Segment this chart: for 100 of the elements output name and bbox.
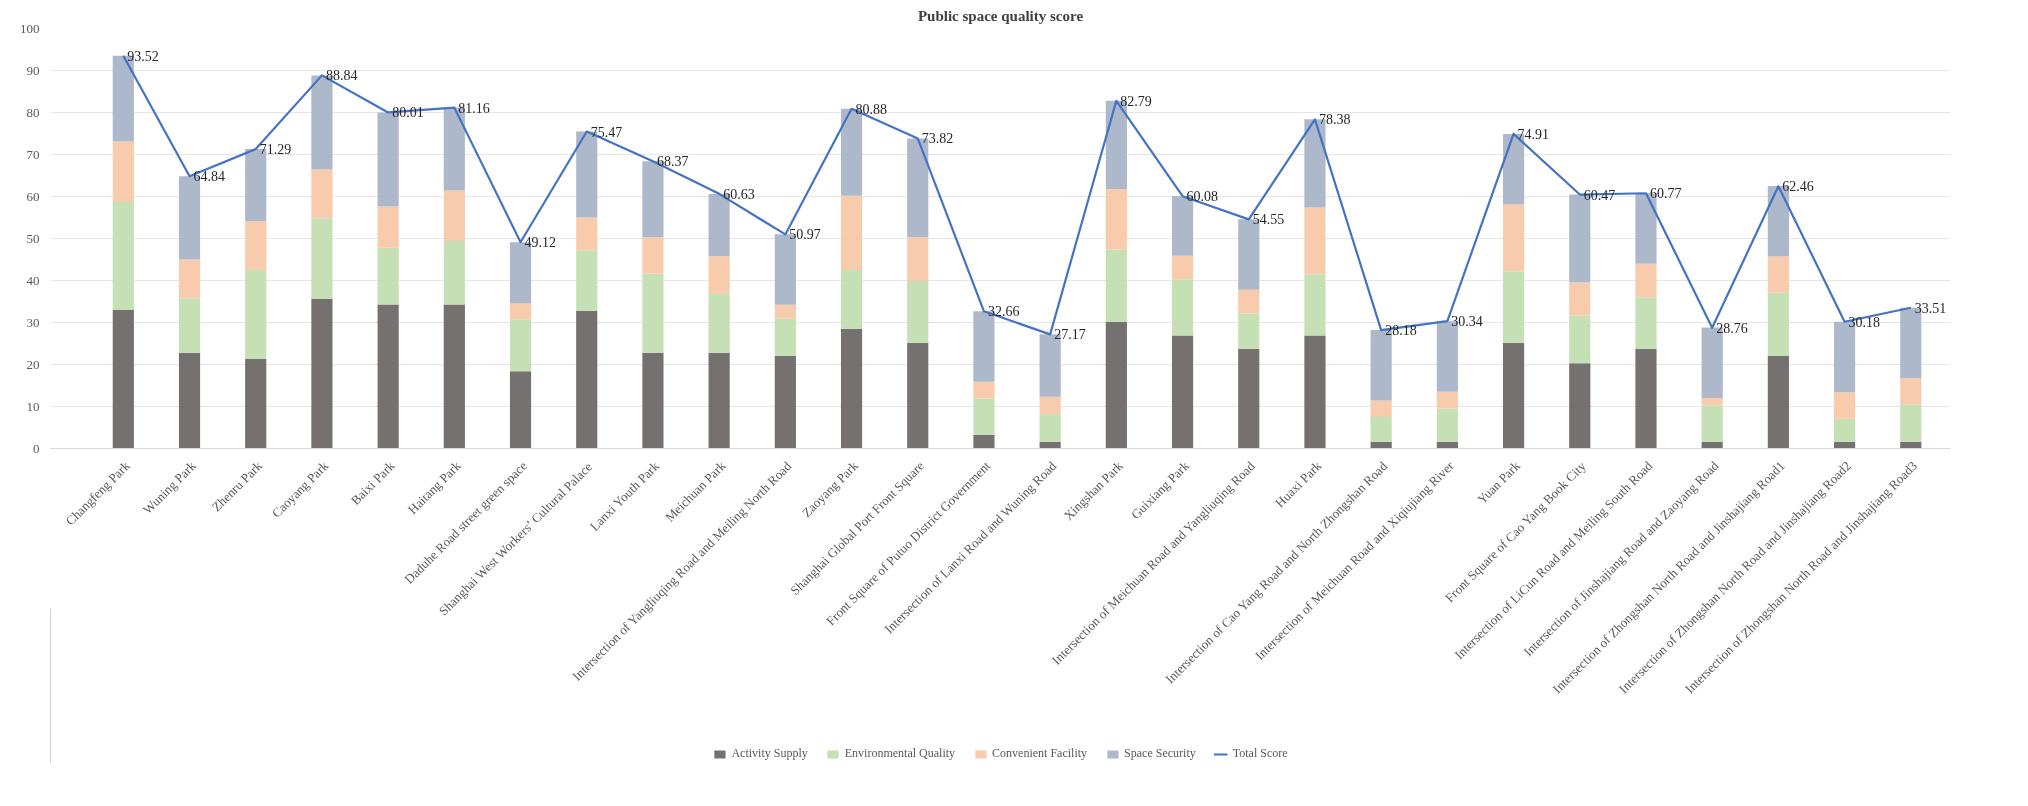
data-label: 32.66 [987,304,1020,320]
bar [311,218,333,299]
data-label: 49.12 [524,235,557,251]
bar [1105,249,1127,322]
bar [907,342,929,449]
bar [1569,363,1591,449]
bar [1238,348,1260,449]
data-label: 81.16 [458,100,490,116]
bar [1238,313,1260,349]
data-label: 71.29 [259,142,292,158]
y-tick-label: 20 [26,356,40,372]
bar [907,237,929,281]
data-label: 60.77 [1649,186,1682,202]
bar [774,304,796,319]
y-tick-label: 10 [26,398,40,414]
y-tick-label: 40 [26,272,40,288]
data-label: 60.08 [1186,189,1219,205]
bar [311,298,333,449]
bar [443,190,465,242]
bar [1105,321,1127,449]
bar [576,310,598,449]
bar [774,355,796,449]
bar [245,359,267,449]
y-tick-label: 90 [26,62,40,78]
bar [1767,256,1789,293]
bar [840,328,863,449]
bar [377,247,399,305]
bar [1370,400,1392,417]
bar [509,371,532,449]
bar [973,434,995,449]
bar [245,221,267,270]
bar [642,352,664,449]
y-tick-label: 70 [26,146,40,162]
data-label: 80.88 [855,101,888,117]
bar [1833,418,1856,442]
bar [178,259,201,299]
bar [1436,408,1458,442]
data-label: 62.46 [1782,179,1814,195]
legend-label: Environmental Quality [844,746,956,761]
bar [1304,207,1326,275]
bar [973,398,995,435]
bar [112,309,134,449]
bar [1502,342,1525,449]
bar [509,319,532,372]
data-label: 88.84 [325,68,358,84]
data-label: 78.38 [1318,112,1351,128]
bar [1701,405,1723,442]
y-tick-label: 0 [33,440,40,456]
data-label: 93.52 [127,48,159,64]
bar [1039,396,1061,415]
data-label: 27.17 [1054,327,1086,343]
data-label: 64.84 [193,169,226,185]
data-label: 30.18 [1848,314,1881,330]
data-label: 74.91 [1517,126,1550,142]
bar [1304,335,1326,449]
bar [245,270,267,360]
bar [178,352,201,449]
bar [1569,282,1591,316]
data-label: 28.76 [1716,320,1748,336]
bar [642,237,664,274]
x-tick-label: Yuan Park [1474,457,1524,507]
bar [1635,263,1657,298]
y-tick-label: 100 [20,20,40,36]
bar [1171,279,1194,336]
bar [708,256,730,294]
data-label: 50.97 [789,227,821,243]
bar [973,381,995,399]
bar [1370,417,1392,442]
data-label: 60.63 [723,186,755,202]
bar [1105,188,1127,250]
bar [840,195,863,270]
legend-label: Space Security [1124,746,1196,761]
data-label: 33.51 [1914,300,1947,316]
bar [1900,378,1922,405]
legend-label: Total Score [1232,746,1288,761]
bar [1171,335,1194,449]
bar [1701,398,1723,406]
bar [509,303,532,320]
bar [1171,255,1194,280]
bar [1900,404,1922,442]
bar [1833,392,1856,419]
legend-label: Activity Supply [731,746,808,761]
y-tick-label: 80 [26,104,40,120]
data-label: 73.82 [921,131,954,147]
bar [1635,348,1657,449]
data-label: 54.55 [1252,212,1285,228]
chart-title: Public space quality score [917,7,1084,24]
bar [1767,292,1789,357]
bar [112,201,134,310]
bar [576,217,598,251]
bar [774,318,796,356]
bar [1039,414,1061,442]
bar [311,169,333,219]
bar [1304,274,1326,336]
bar [1502,271,1525,343]
y-tick-label: 50 [26,230,40,246]
legend-label: Convenient Facility [992,746,1088,761]
y-tick-label: 60 [26,188,40,204]
bar [377,304,399,449]
data-label: 82.79 [1120,93,1152,109]
